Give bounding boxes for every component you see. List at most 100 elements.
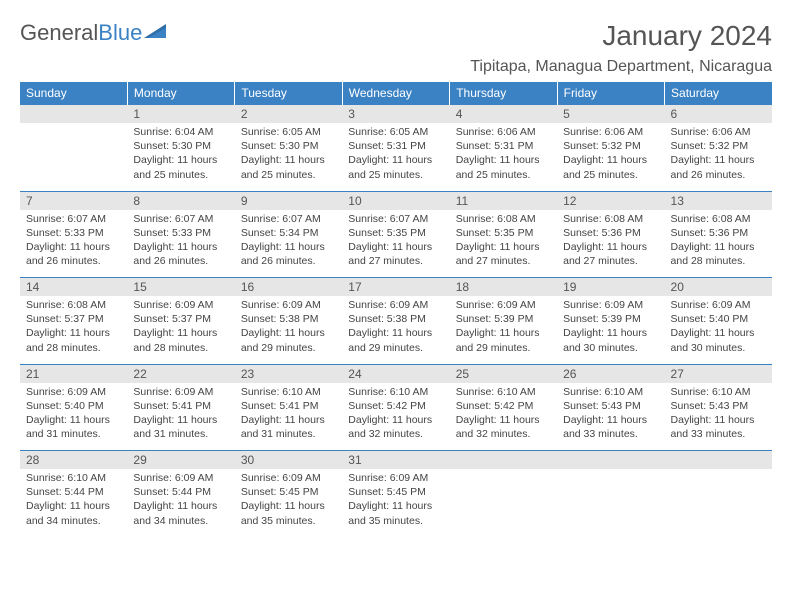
logo: GeneralBlue	[20, 20, 170, 46]
day-number-cell: 1	[127, 105, 234, 124]
day-info-line: Daylight: 11 hours	[456, 413, 551, 427]
day-content-cell: Sunrise: 6:09 AMSunset: 5:39 PMDaylight:…	[557, 296, 664, 364]
day-content-cell: Sunrise: 6:08 AMSunset: 5:36 PMDaylight:…	[665, 210, 772, 278]
day-number-cell: 14	[20, 278, 127, 297]
weekday-header: Tuesday	[235, 82, 342, 105]
day-number-cell: 27	[665, 364, 772, 383]
weekday-header: Thursday	[450, 82, 557, 105]
day-content-cell: Sunrise: 6:07 AMSunset: 5:34 PMDaylight:…	[235, 210, 342, 278]
day-content-cell: Sunrise: 6:06 AMSunset: 5:32 PMDaylight:…	[665, 123, 772, 191]
day-content-cell: Sunrise: 6:05 AMSunset: 5:31 PMDaylight:…	[342, 123, 449, 191]
day-info-line: Sunrise: 6:09 AM	[348, 471, 443, 485]
day-info-line: Sunrise: 6:08 AM	[671, 212, 766, 226]
day-number-cell: 29	[127, 451, 234, 470]
weekday-header-row: SundayMondayTuesdayWednesdayThursdayFrid…	[20, 82, 772, 105]
day-info-line: Sunrise: 6:08 AM	[26, 298, 121, 312]
day-number-cell: 12	[557, 191, 664, 210]
logo-word-2: Blue	[98, 20, 142, 45]
day-info-line: Sunrise: 6:09 AM	[456, 298, 551, 312]
day-info-line: Sunrise: 6:04 AM	[133, 125, 228, 139]
day-info-line: Sunset: 5:33 PM	[26, 226, 121, 240]
day-info-line: Daylight: 11 hours	[348, 240, 443, 254]
day-info-line: Sunset: 5:34 PM	[241, 226, 336, 240]
day-content-row: Sunrise: 6:10 AMSunset: 5:44 PMDaylight:…	[20, 469, 772, 534]
day-info-line: Sunrise: 6:10 AM	[241, 385, 336, 399]
day-info-line: Daylight: 11 hours	[26, 413, 121, 427]
day-content-row: Sunrise: 6:08 AM Sunset: 5:37 PM Daylight:…	[20, 296, 772, 364]
day-info-line: Daylight: 11 hours	[456, 153, 551, 167]
day-content-cell: Sunrise: 6:10 AMSunset: 5:41 PMDaylight:…	[235, 383, 342, 451]
day-info-line: and 29 minutes.	[241, 341, 336, 355]
day-info-line: Daylight: 11 hours	[348, 413, 443, 427]
day-info-line: and 35 minutes.	[348, 514, 443, 528]
day-info-line: Sunrise: 6:10 AM	[671, 385, 766, 399]
day-content-cell: Sunrise: 6:05 AMSunset: 5:30 PMDaylight:…	[235, 123, 342, 191]
day-content-cell: Sunrise: 6:08 AMSunset: 5:37 PMDaylight:…	[20, 296, 127, 364]
day-number-cell	[450, 451, 557, 470]
day-info-line: Daylight: 11 hours	[26, 326, 121, 340]
day-info-line: Sunset: 5:37 PM	[133, 312, 228, 326]
day-info-line: and 29 minutes.	[348, 341, 443, 355]
day-number-cell: 31	[342, 451, 449, 470]
day-info-line: and 25 minutes.	[133, 168, 228, 182]
day-content-cell: Sunrise: 6:07 AMSunset: 5:33 PMDaylight:…	[20, 210, 127, 278]
day-content-cell: Sunrise: 6:07 AMSunset: 5:35 PMDaylight:…	[342, 210, 449, 278]
day-info-line: and 26 minutes.	[133, 254, 228, 268]
day-info-line: Sunset: 5:38 PM	[241, 312, 336, 326]
header: GeneralBlue January 2024 Tipitapa, Manag…	[20, 20, 772, 76]
day-info-line: Sunset: 5:35 PM	[348, 226, 443, 240]
day-number-cell: 23	[235, 364, 342, 383]
day-info-line: and 31 minutes.	[241, 427, 336, 441]
day-info-line: Sunrise: 6:10 AM	[348, 385, 443, 399]
day-content-cell: Sunrise: 6:09 AMSunset: 5:38 PMDaylight:…	[342, 296, 449, 364]
month-title: January 2024	[470, 20, 772, 52]
day-number-cell: 16	[235, 278, 342, 297]
day-number-cell: 18	[450, 278, 557, 297]
title-block: January 2024 Tipitapa, Managua Departmen…	[470, 20, 772, 76]
day-number-cell: 20	[665, 278, 772, 297]
calendar-body: 123456Sunrise: 6:04 AMSunset: 5:30 PMDay…	[20, 105, 772, 534]
day-info-line: Sunrise: 6:10 AM	[26, 471, 121, 485]
day-info-line: Daylight: 11 hours	[26, 499, 121, 513]
day-info-line: Sunrise: 6:06 AM	[563, 125, 658, 139]
day-info-line: Sunset: 5:39 PM	[563, 312, 658, 326]
day-info-line: Sunset: 5:39 PM	[456, 312, 551, 326]
day-info-line: Daylight: 11 hours	[456, 326, 551, 340]
day-content-cell: Sunrise: 6:06 AMSunset: 5:31 PMDaylight:…	[450, 123, 557, 191]
day-info-line: Sunrise: 6:09 AM	[563, 298, 658, 312]
day-info-line: Sunset: 5:45 PM	[241, 485, 336, 499]
day-info-line: Sunset: 5:36 PM	[563, 226, 658, 240]
day-info-line: Sunset: 5:32 PM	[671, 139, 766, 153]
day-info-line: Daylight: 11 hours	[348, 153, 443, 167]
day-info-line: Daylight: 11 hours	[671, 413, 766, 427]
day-info-line: and 25 minutes.	[241, 168, 336, 182]
day-number-cell: 10	[342, 191, 449, 210]
day-info-line: Sunrise: 6:05 AM	[241, 125, 336, 139]
day-info-line: and 31 minutes.	[133, 427, 228, 441]
day-content-cell: Sunrise: 6:04 AMSunset: 5:30 PMDaylight:…	[127, 123, 234, 191]
day-info-line: Sunrise: 6:08 AM	[563, 212, 658, 226]
day-number-cell: 30	[235, 451, 342, 470]
day-info-line: Sunset: 5:42 PM	[456, 399, 551, 413]
day-info-line: Daylight: 11 hours	[241, 153, 336, 167]
day-content-cell: Sunrise: 6:09 AMSunset: 5:37 PMDaylight:…	[127, 296, 234, 364]
day-info-line: and 35 minutes.	[241, 514, 336, 528]
day-info-line: and 28 minutes.	[26, 341, 121, 355]
weekday-header: Wednesday	[342, 82, 449, 105]
day-info-line: Daylight: 11 hours	[563, 240, 658, 254]
day-content-cell: Sunrise: 6:10 AMSunset: 5:42 PMDaylight:…	[450, 383, 557, 451]
day-number-cell: 17	[342, 278, 449, 297]
day-info-line: and 26 minutes.	[671, 168, 766, 182]
day-info-line: Sunset: 5:40 PM	[26, 399, 121, 413]
day-content-cell	[557, 469, 664, 534]
day-content-cell: Sunrise: 6:06 AMSunset: 5:32 PMDaylight:…	[557, 123, 664, 191]
day-content-cell: Sunrise: 6:08 AMSunset: 5:36 PMDaylight:…	[557, 210, 664, 278]
day-info-line: Daylight: 11 hours	[671, 326, 766, 340]
day-info-line: Daylight: 11 hours	[133, 413, 228, 427]
day-content-cell: Sunrise: 6:07 AMSunset: 5:33 PMDaylight:…	[127, 210, 234, 278]
day-content-cell: Sunrise: 6:09 AMSunset: 5:41 PMDaylight:…	[127, 383, 234, 451]
day-info-line: Sunrise: 6:05 AM	[348, 125, 443, 139]
day-info-line: Sunset: 5:33 PM	[133, 226, 228, 240]
day-info-line: Daylight: 11 hours	[133, 153, 228, 167]
day-info-line: Sunrise: 6:09 AM	[671, 298, 766, 312]
